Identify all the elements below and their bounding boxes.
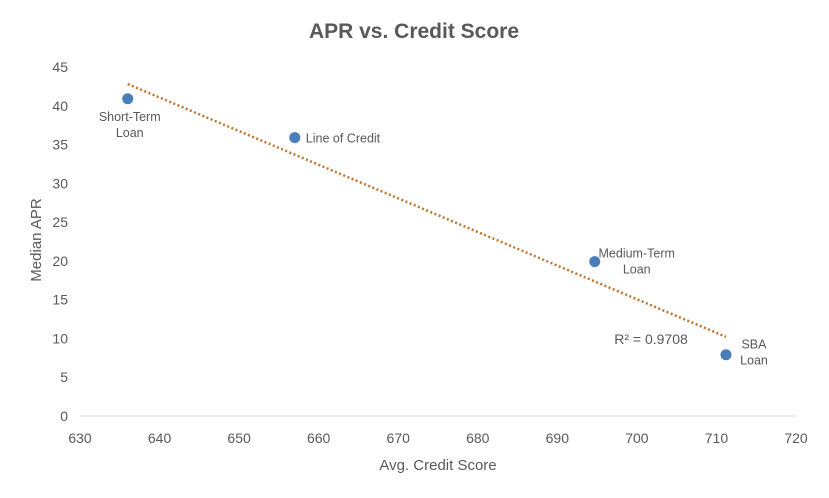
data-points xyxy=(122,93,732,361)
y-axis-title: Median APR xyxy=(28,198,45,282)
y-tick-label: 40 xyxy=(52,98,68,114)
trendline xyxy=(127,82,727,339)
data-point-labels: Short-Term Loan Line of Credit Medium-Term L… xyxy=(99,110,768,368)
x-tick-label: 680 xyxy=(466,430,490,446)
r-squared-label: R² = 0.9708 xyxy=(614,331,688,347)
x-tick-label: 660 xyxy=(307,430,331,446)
data-point xyxy=(720,349,732,361)
y-tick-label: 0 xyxy=(60,408,68,424)
data-point-label: Loan xyxy=(116,126,144,140)
chart-title: APR vs. Credit Score xyxy=(309,20,519,43)
data-point-label: Loan xyxy=(623,263,651,277)
x-axis-ticks: 630 640 650 660 670 680 690 700 710 720 xyxy=(68,430,808,446)
data-point xyxy=(122,93,134,105)
x-axis-title: Avg. Credit Score xyxy=(379,457,496,474)
data-point xyxy=(289,132,301,144)
data-point-label: SBA xyxy=(741,338,767,352)
x-tick-label: 640 xyxy=(148,430,172,446)
y-tick-label: 15 xyxy=(52,292,68,308)
y-tick-label: 45 xyxy=(52,59,68,75)
y-tick-label: 5 xyxy=(60,369,68,385)
x-tick-label: 720 xyxy=(784,430,808,446)
x-tick-label: 690 xyxy=(546,430,570,446)
x-tick-label: 710 xyxy=(705,430,729,446)
x-tick-label: 670 xyxy=(387,430,411,446)
y-tick-label: 30 xyxy=(52,175,68,191)
y-tick-label: 10 xyxy=(52,330,68,346)
x-tick-label: 700 xyxy=(625,430,649,446)
y-tick-label: 35 xyxy=(52,137,68,153)
y-axis-ticks: 0 5 10 15 20 25 30 35 40 45 xyxy=(52,59,68,424)
data-point-label: Medium-Term xyxy=(599,247,675,261)
y-tick-label: 25 xyxy=(52,214,68,230)
data-point-label: Line of Credit xyxy=(306,132,381,146)
data-point-label: Short-Term xyxy=(99,110,161,124)
x-tick-label: 650 xyxy=(227,430,251,446)
data-point-label: Loan xyxy=(740,354,768,368)
data-point xyxy=(589,256,601,268)
x-tick-label: 630 xyxy=(68,430,92,446)
y-tick-label: 20 xyxy=(52,253,68,269)
